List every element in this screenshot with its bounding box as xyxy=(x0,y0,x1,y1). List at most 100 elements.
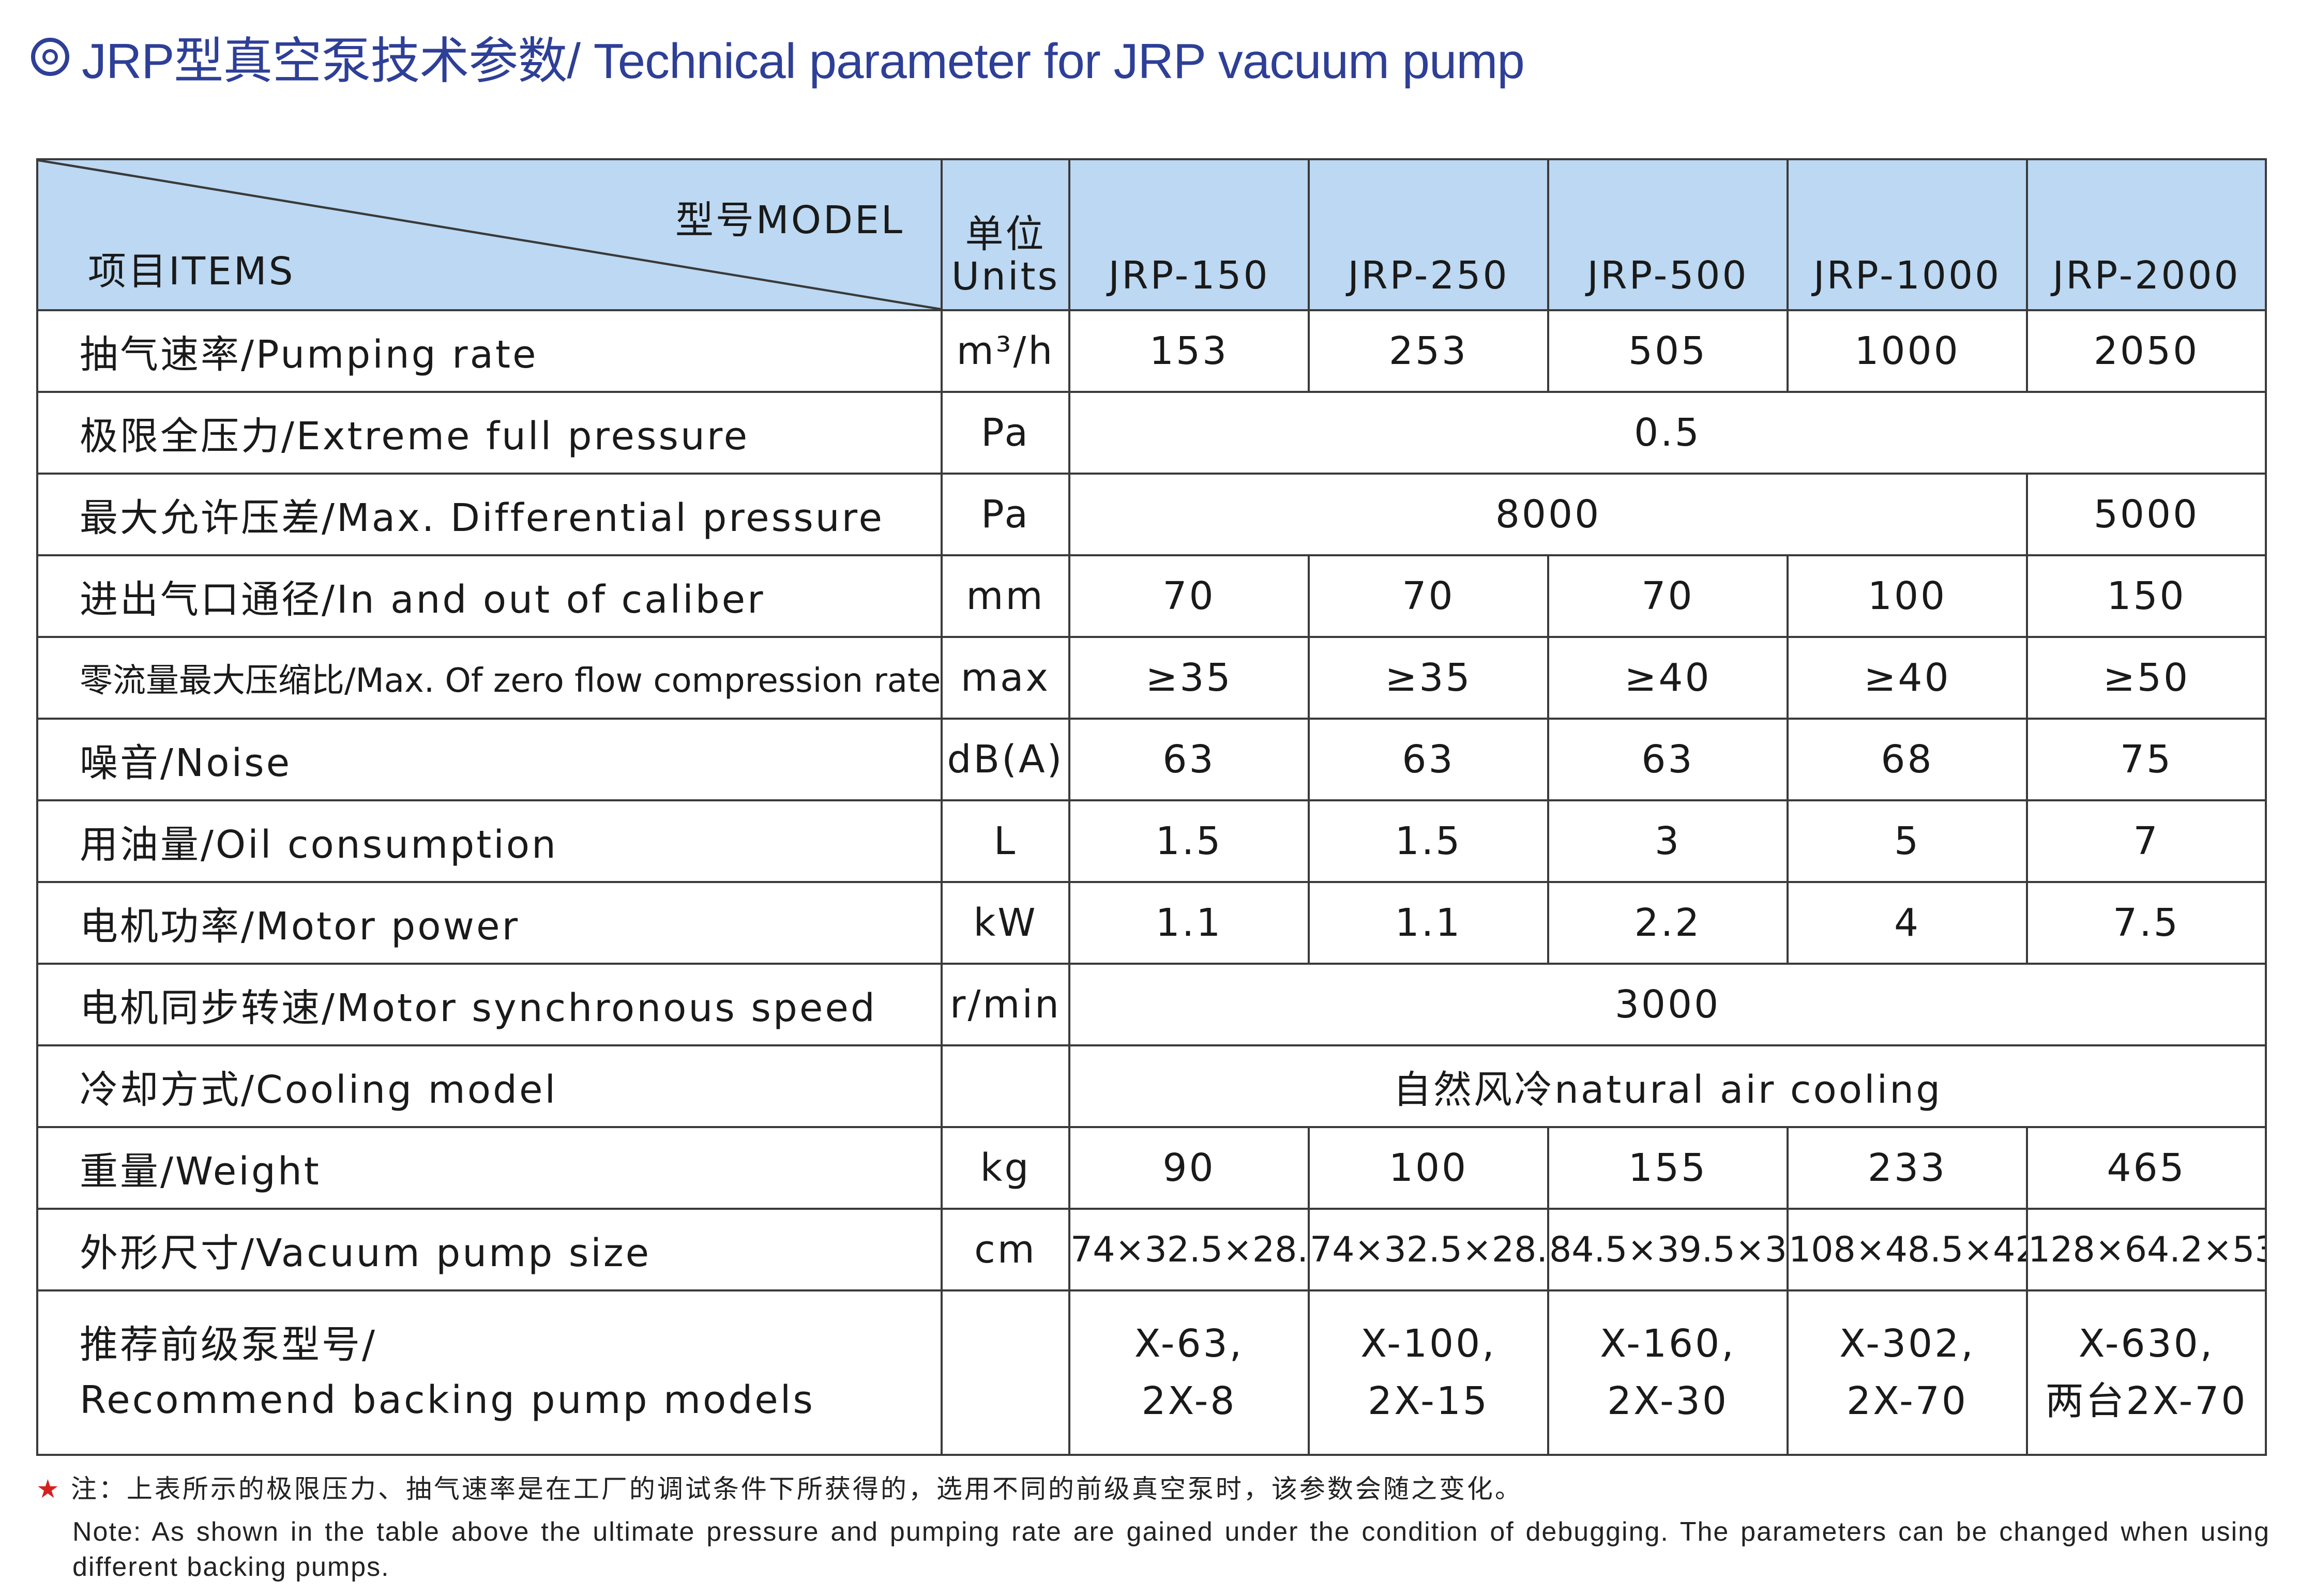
units-header: 单位 Units xyxy=(941,158,1070,311)
table-cell: 1.1 xyxy=(1068,881,1310,965)
header-row: 型号MODEL 项目ITEMS 单位 Units JRP-150 JRP-250… xyxy=(36,158,2267,311)
table-row: 进出气口通径/In and out of caliber mm 70 70 70… xyxy=(36,554,2267,638)
row-label: 极限全压力/Extreme full pressure xyxy=(36,391,943,475)
table-cell: ≥50 xyxy=(2026,636,2267,720)
table-cell: ≥35 xyxy=(1308,636,1549,720)
table-cell: 1.5 xyxy=(1068,799,1310,883)
table-cell: 90 xyxy=(1068,1126,1310,1210)
table-cell: 505 xyxy=(1547,309,1789,393)
diagonal-divider xyxy=(39,161,940,308)
table-cell: 63 xyxy=(1068,718,1310,801)
row-label-line: Recommend backing pump models xyxy=(80,1378,815,1422)
table-cell: 1.5 xyxy=(1308,799,1549,883)
star-icon: ★ xyxy=(36,1475,62,1503)
table-row: 极限全压力/Extreme full pressure Pa 0.5 xyxy=(36,391,2267,475)
title-bar: JRP型真空泵技术参数/ Technical parameter for JRP… xyxy=(31,21,1525,93)
table-row: 冷却方式/Cooling model 自然风冷natural air cooli… xyxy=(36,1044,2267,1128)
table-cell: X-100, 2X-15 xyxy=(1308,1289,1549,1456)
table-row: 用油量/Oil consumption L 1.5 1.5 3 5 7 xyxy=(36,799,2267,883)
table-cell: 100 xyxy=(1787,554,2028,638)
row-label: 抽气速率/Pumping rate xyxy=(36,309,943,393)
table-cell: 1000 xyxy=(1787,309,2028,393)
table-cell: 108×48.5×42 xyxy=(1787,1208,2028,1291)
row-unit: m³/h xyxy=(941,309,1070,393)
table-cell-merged: 3000 xyxy=(1068,963,2267,1046)
cell-line: 2X-30 xyxy=(1607,1379,1729,1423)
table-cell: 2050 xyxy=(2026,309,2267,393)
page-title: JRP型真空泵技术参数/ Technical parameter for JRP… xyxy=(82,34,1525,89)
table-cell: ≥40 xyxy=(1547,636,1789,720)
table-row: 外形尺寸/Vacuum pump size cm 74×32.5×28.5 74… xyxy=(36,1208,2267,1291)
model-header: JRP-1000 xyxy=(1787,158,2028,311)
model-header: JRP-2000 xyxy=(2026,158,2267,311)
cell-line: 2X-15 xyxy=(1368,1379,1489,1423)
row-unit: kW xyxy=(941,881,1070,965)
row-unit: r/min xyxy=(941,963,1070,1046)
table-cell-merged: 自然风冷natural air cooling xyxy=(1068,1044,2267,1128)
table-cell: ≥40 xyxy=(1787,636,2028,720)
cell-line: 两台2X-70 xyxy=(2045,1379,2248,1423)
table-cell: 5 xyxy=(1787,799,2028,883)
table-cell: 70 xyxy=(1547,554,1789,638)
table-row: 推荐前级泵型号/ Recommend backing pump models X… xyxy=(36,1289,2267,1456)
row-label: 推荐前级泵型号/ Recommend backing pump models xyxy=(36,1289,943,1456)
table-cell: 7.5 xyxy=(2026,881,2267,965)
row-label: 电机功率/Motor power xyxy=(36,881,943,965)
row-unit xyxy=(941,1044,1070,1128)
table-row: 重量/Weight kg 90 100 155 233 465 xyxy=(36,1126,2267,1210)
row-label: 最大允许压差/Max. Differential pressure xyxy=(36,473,943,556)
row-unit: Pa xyxy=(941,391,1070,475)
table-cell: 153 xyxy=(1068,309,1310,393)
table-cell: 4 xyxy=(1787,881,2028,965)
table-cell: 70 xyxy=(1308,554,1549,638)
table-cell: ≥35 xyxy=(1068,636,1310,720)
row-label: 外形尺寸/Vacuum pump size xyxy=(36,1208,943,1291)
table-cell: 75 xyxy=(2026,718,2267,801)
row-unit: Pa xyxy=(941,473,1070,556)
table-cell: 68 xyxy=(1787,718,2028,801)
row-unit: kg xyxy=(941,1126,1070,1210)
table-cell: 233 xyxy=(1787,1126,2028,1210)
table-cell: 63 xyxy=(1308,718,1549,801)
table-cell-merged: 8000 xyxy=(1068,473,2028,556)
table-cell: 150 xyxy=(2026,554,2267,638)
table-cell: 100 xyxy=(1308,1126,1549,1210)
spec-table: 型号MODEL 项目ITEMS 单位 Units JRP-150 JRP-250… xyxy=(36,158,2267,1456)
model-header: JRP-250 xyxy=(1308,158,1549,311)
row-unit: cm xyxy=(941,1208,1070,1291)
model-header: JRP-500 xyxy=(1547,158,1789,311)
double-circle-icon xyxy=(31,37,69,76)
table-row: 噪音/Noise dB(A) 63 63 63 68 75 xyxy=(36,718,2267,801)
row-unit: max xyxy=(941,636,1070,720)
cell-line: X-160, xyxy=(1600,1321,1736,1366)
model-header: JRP-150 xyxy=(1068,158,1310,311)
table-cell: 84.5×39.5×35 xyxy=(1547,1208,1789,1291)
note-english: Note: As shown in the table above the ul… xyxy=(72,1517,2270,1582)
cell-line: X-63, xyxy=(1134,1321,1244,1366)
cell-line: X-100, xyxy=(1360,1321,1496,1366)
row-unit: L xyxy=(941,799,1070,883)
row-label: 用油量/Oil consumption xyxy=(36,799,943,883)
table-row: 最大允许压差/Max. Differential pressure Pa 800… xyxy=(36,473,2267,556)
units-header-cn: 单位 xyxy=(965,212,1046,257)
table-cell: 253 xyxy=(1308,309,1549,393)
table-cell: 5000 xyxy=(2026,473,2267,556)
table-row: 电机同步转速/Motor synchronous speed r/min 300… xyxy=(36,963,2267,1046)
row-unit xyxy=(941,1289,1070,1456)
table-cell: 70 xyxy=(1068,554,1310,638)
table-cell: X-160, 2X-30 xyxy=(1547,1289,1789,1456)
cell-line: X-302, xyxy=(1839,1321,1975,1366)
table-cell: 1.1 xyxy=(1308,881,1549,965)
table-cell: 2.2 xyxy=(1547,881,1789,965)
header-corner-cell: 型号MODEL 项目ITEMS xyxy=(36,158,943,311)
table-cell-merged: 0.5 xyxy=(1068,391,2267,475)
table-cell: 3 xyxy=(1547,799,1789,883)
table-cell: X-630, 两台2X-70 xyxy=(2026,1289,2267,1456)
row-label: 噪音/Noise xyxy=(36,718,943,801)
note-chinese-text: 注：上表所示的极限压力、抽气速率是在工厂的调试条件下所获得的，选用不同的前级真空… xyxy=(70,1475,1523,1503)
table-cell: 465 xyxy=(2026,1126,2267,1210)
row-label: 冷却方式/Cooling model xyxy=(36,1044,943,1128)
row-label: 零流量最大压缩比/Max. Of zero flow compression r… xyxy=(36,636,943,720)
row-label: 进出气口通径/In and out of caliber xyxy=(36,554,943,638)
